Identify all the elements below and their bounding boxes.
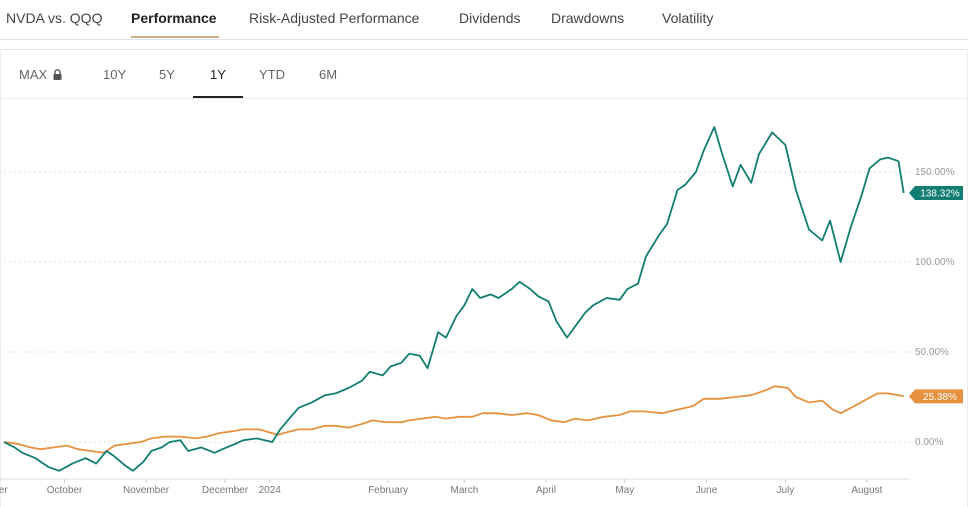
series-line-nvda: [3, 126, 905, 472]
tab-comparison[interactable]: NVDA vs. QQQ: [6, 10, 103, 26]
x-tick-label: May: [615, 485, 634, 496]
range-max-button[interactable]: MAX: [19, 67, 62, 83]
active-tab-indicator: [131, 36, 219, 38]
tab-volatility[interactable]: Volatility: [662, 10, 714, 26]
x-tick-label: June: [696, 485, 718, 496]
y-tick-label: 50.00%: [915, 347, 949, 358]
range-ytd-button[interactable]: YTD: [259, 67, 285, 82]
range-selector: MAX 10Y 5Y 1Y YTD 6M: [1, 50, 967, 99]
last-value-label-qqq: 25.38%: [923, 392, 957, 403]
tab-dividends[interactable]: Dividends: [459, 10, 521, 26]
last-value-badge-nvda: [909, 186, 963, 201]
y-tick-label: 150.00%: [915, 167, 955, 178]
tab-risk-adjusted-performance[interactable]: Risk-Adjusted Performance: [249, 10, 420, 26]
performance-panel: MAX 10Y 5Y 1Y YTD 6M: [0, 49, 968, 507]
range-5y-button[interactable]: 5Y: [159, 67, 175, 82]
x-tick-label: ember: [0, 485, 8, 496]
x-tick-label: October: [47, 485, 83, 496]
tab-performance[interactable]: Performance: [131, 10, 217, 26]
x-tick-label: April: [536, 485, 556, 496]
x-tick-label: March: [450, 485, 478, 496]
performance-chart: 0.00% 50.00% 100.00% 150.00% ember October Nov…: [0, 126, 963, 496]
range-1y-button[interactable]: 1Y: [210, 67, 226, 82]
y-tick-label: 100.00%: [915, 257, 955, 268]
x-tick-label: November: [123, 485, 170, 496]
active-range-indicator: [193, 96, 243, 98]
last-value-badge-qqq: [909, 389, 963, 404]
lock-icon: [53, 68, 62, 83]
range-max-label: MAX: [19, 67, 48, 82]
last-value-label-nvda: 138.32%: [920, 189, 960, 200]
tab-bar: NVDA vs. QQQ Performance Risk-Adjusted P…: [0, 0, 968, 40]
x-tick-label: July: [776, 485, 794, 496]
x-tick-label: 2024: [259, 485, 282, 496]
range-6m-button[interactable]: 6M: [319, 67, 338, 82]
series-line-qqq: [3, 385, 904, 454]
tab-drawdowns[interactable]: Drawdowns: [551, 10, 625, 26]
y-tick-label: 0.00%: [915, 437, 943, 448]
x-tick-label: December: [202, 485, 249, 496]
x-tick-label: August: [851, 485, 882, 496]
range-10y-button[interactable]: 10Y: [103, 67, 127, 82]
x-tick-label: February: [368, 485, 408, 496]
